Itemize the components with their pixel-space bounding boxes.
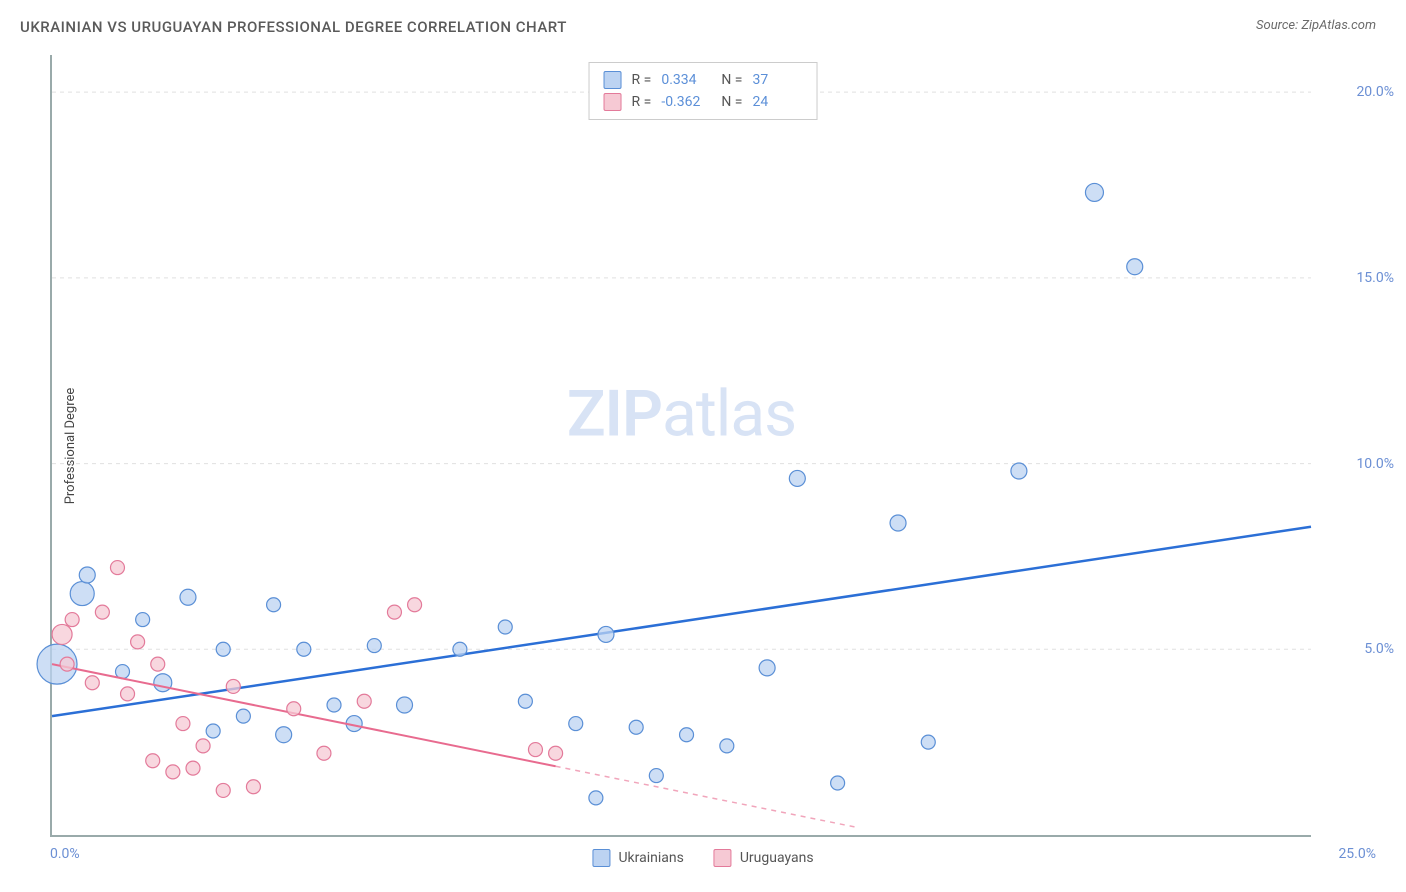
r-label: R = [632, 72, 652, 88]
series-legend: Ukrainians Uruguayans [592, 849, 813, 867]
legend-ukrainians: Ukrainians [592, 849, 683, 867]
n-label: N = [721, 94, 742, 110]
r-label: R = [632, 94, 652, 110]
source-label: Source: ZipAtlas.com [1256, 18, 1376, 33]
swatch-uruguayans-icon [714, 849, 732, 867]
y-tick: 10.0% [1356, 456, 1394, 472]
y-tick: 20.0% [1356, 84, 1394, 100]
y-tick: 15.0% [1356, 270, 1394, 286]
chart-container: UKRAINIAN VS URUGUAYAN PROFESSIONAL DEGR… [0, 0, 1406, 892]
x-tick-max: 25.0% [1338, 846, 1376, 862]
r-value-uruguayans: -0.362 [661, 94, 711, 110]
swatch-ukrainians [604, 71, 622, 89]
legend-uruguayans: Uruguayans [714, 849, 814, 867]
n-value-ukrainians: 37 [752, 72, 802, 88]
n-label: N = [721, 72, 742, 88]
chart-title: UKRAINIAN VS URUGUAYAN PROFESSIONAL DEGR… [20, 18, 567, 36]
r-value-ukrainians: 0.334 [661, 72, 711, 88]
legend-row-uruguayans: R = -0.362 N = 24 [604, 91, 803, 113]
swatch-uruguayans [604, 93, 622, 111]
scatter-plot [52, 55, 1311, 835]
correlation-legend: R = 0.334 N = 37 R = -0.362 N = 24 [589, 62, 818, 120]
legend-label-ukrainians: Ukrainians [618, 850, 683, 866]
plot-area: ZIPatlas [50, 55, 1311, 837]
swatch-ukrainians-icon [592, 849, 610, 867]
n-value-uruguayans: 24 [752, 94, 802, 110]
y-tick: 5.0% [1364, 641, 1394, 657]
source-value: ZipAtlas.com [1301, 18, 1376, 33]
legend-row-ukrainians: R = 0.334 N = 37 [604, 69, 803, 91]
legend-label-uruguayans: Uruguayans [740, 850, 814, 866]
x-tick-min: 0.0% [50, 846, 80, 862]
source-prefix: Source: [1256, 18, 1301, 33]
